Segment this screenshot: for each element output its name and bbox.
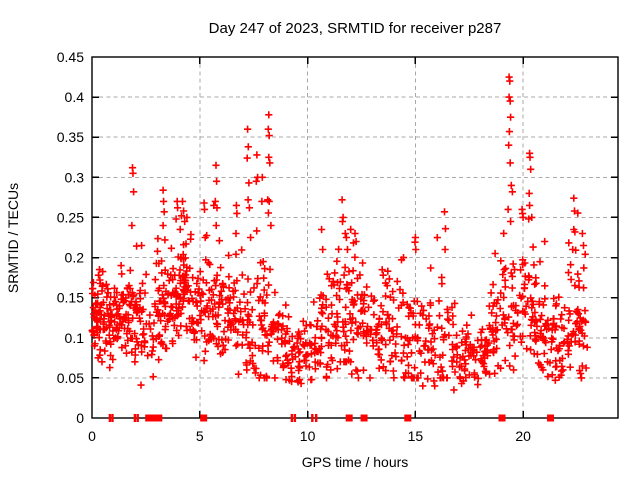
y-tick-label: 0.4	[65, 89, 85, 105]
gap-tick-marker	[311, 414, 314, 422]
gap-tick-marker	[111, 414, 114, 422]
x-tick-label: 20	[515, 428, 531, 444]
gap-tick-marker	[293, 414, 297, 422]
gap-square-marker	[345, 414, 353, 422]
gap-tick-marker	[108, 414, 112, 422]
gap-square-marker	[360, 414, 368, 422]
x-tick-label: 5	[196, 428, 204, 444]
y-tick-label: 0.3	[65, 169, 85, 185]
gap-tick-marker	[133, 414, 137, 422]
gap-square-marker	[404, 414, 412, 422]
gap-tick-marker	[290, 414, 294, 422]
gap-tick-marker	[136, 414, 139, 422]
y-tick-label: 0.05	[57, 370, 84, 386]
scatter-points	[88, 73, 591, 394]
x-tick-label: 10	[300, 428, 316, 444]
gap-tick-marker	[314, 414, 318, 422]
scatter-series	[88, 73, 591, 394]
y-tick-label: 0.2	[65, 250, 85, 266]
y-tick-label: 0.25	[57, 209, 84, 225]
chart-title: Day 247 of 2023, SRMTID for receiver p28…	[209, 20, 502, 37]
x-tick-label: 0	[88, 428, 96, 444]
tick-labels: 0 5 10 15 20 0 0.05 0.1 0.15 0.2 0.25 0.3 0.35 0.4 0.4…	[57, 49, 531, 444]
plot-border	[91, 56, 619, 419]
y-tick-label: 0.45	[57, 49, 84, 65]
y-tick-label: 0.1	[65, 330, 85, 346]
gap-square-marker	[547, 414, 555, 422]
gap-square-marker	[155, 414, 163, 422]
y-tick-label: 0	[76, 410, 84, 426]
gap-square-marker	[200, 414, 208, 422]
x-axis-label: GPS time / hours	[302, 454, 409, 470]
gap-square-marker	[145, 414, 153, 422]
y-axis-label: SRMTID / TECUs	[5, 183, 21, 293]
gap-marker-series	[108, 414, 555, 422]
gap-square-marker	[498, 414, 506, 422]
x-tick-label: 15	[408, 428, 424, 444]
y-tick-label: 0.15	[57, 290, 84, 306]
y-tick-label: 0.35	[57, 129, 84, 145]
